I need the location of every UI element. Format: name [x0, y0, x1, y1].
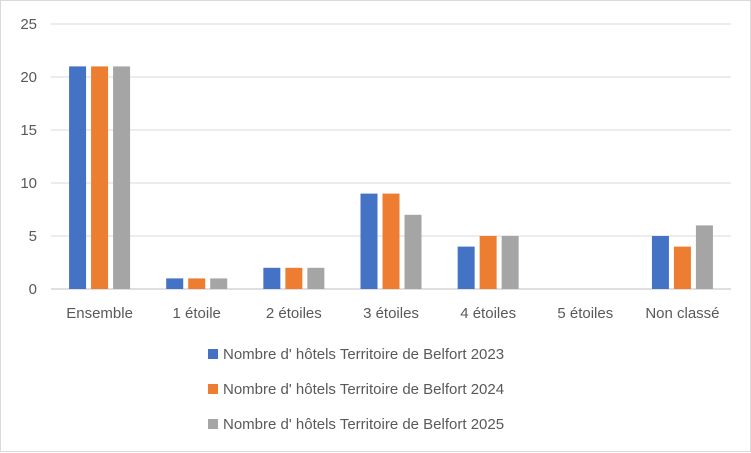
x-tick-label: 3 étoiles [363, 305, 419, 322]
bar-2-3 [285, 267, 303, 289]
bar-2-2 [188, 278, 206, 289]
y-tick-label: 10 [20, 175, 37, 192]
bar-3-1 [113, 66, 131, 290]
bar-1-4 [360, 193, 378, 289]
bar-2-5 [479, 236, 497, 289]
legend-swatch-3 [208, 419, 218, 429]
bars [69, 66, 713, 290]
legend-label-2: Nombre d' hôtels Territoire de Belfort 2… [223, 381, 504, 398]
gridlines [51, 23, 731, 290]
bar-2-7 [673, 246, 691, 289]
bar-3-5 [501, 236, 519, 289]
bar-3-2 [210, 278, 228, 289]
bar-1-5 [457, 246, 475, 289]
y-tick-label: 0 [29, 281, 37, 298]
y-tick-label: 25 [20, 16, 37, 33]
legend-label-1: Nombre d' hôtels Territoire de Belfort 2… [223, 346, 504, 363]
x-tick-label: Non classé [645, 305, 719, 322]
legend-swatch-1 [208, 349, 218, 359]
bar-3-3 [307, 267, 325, 289]
legend-swatch-2 [208, 384, 218, 394]
y-tick-label: 15 [20, 122, 37, 139]
bar-1-7 [651, 236, 669, 289]
x-axis-ticks: Ensemble 1 étoile 2 étoiles 3 étoiles 4 étoi… [66, 305, 719, 322]
legend-label-3: Nombre d' hôtels Territoire de Belfort 2… [223, 416, 504, 433]
bar-1-1 [69, 66, 87, 290]
legend: Nombre d' hôtels Territoire de Belfort 2… [208, 346, 504, 433]
x-tick-label: 5 étoiles [557, 305, 613, 322]
x-tick-label: 1 étoile [173, 305, 221, 322]
x-tick-label: 2 étoiles [266, 305, 322, 322]
y-axis-ticks: 0 5 10 15 20 25 [20, 16, 37, 298]
bar-1-2 [166, 278, 184, 289]
bar-2-1 [91, 66, 109, 290]
bar-1-3 [263, 267, 281, 289]
x-tick-label: 4 étoiles [460, 305, 516, 322]
y-tick-label: 5 [29, 228, 37, 245]
x-tick-label: Ensemble [66, 305, 133, 322]
y-tick-label: 20 [20, 69, 37, 86]
bar-3-4 [404, 214, 422, 289]
bar-2-4 [382, 193, 400, 289]
bar-3-7 [695, 225, 713, 289]
